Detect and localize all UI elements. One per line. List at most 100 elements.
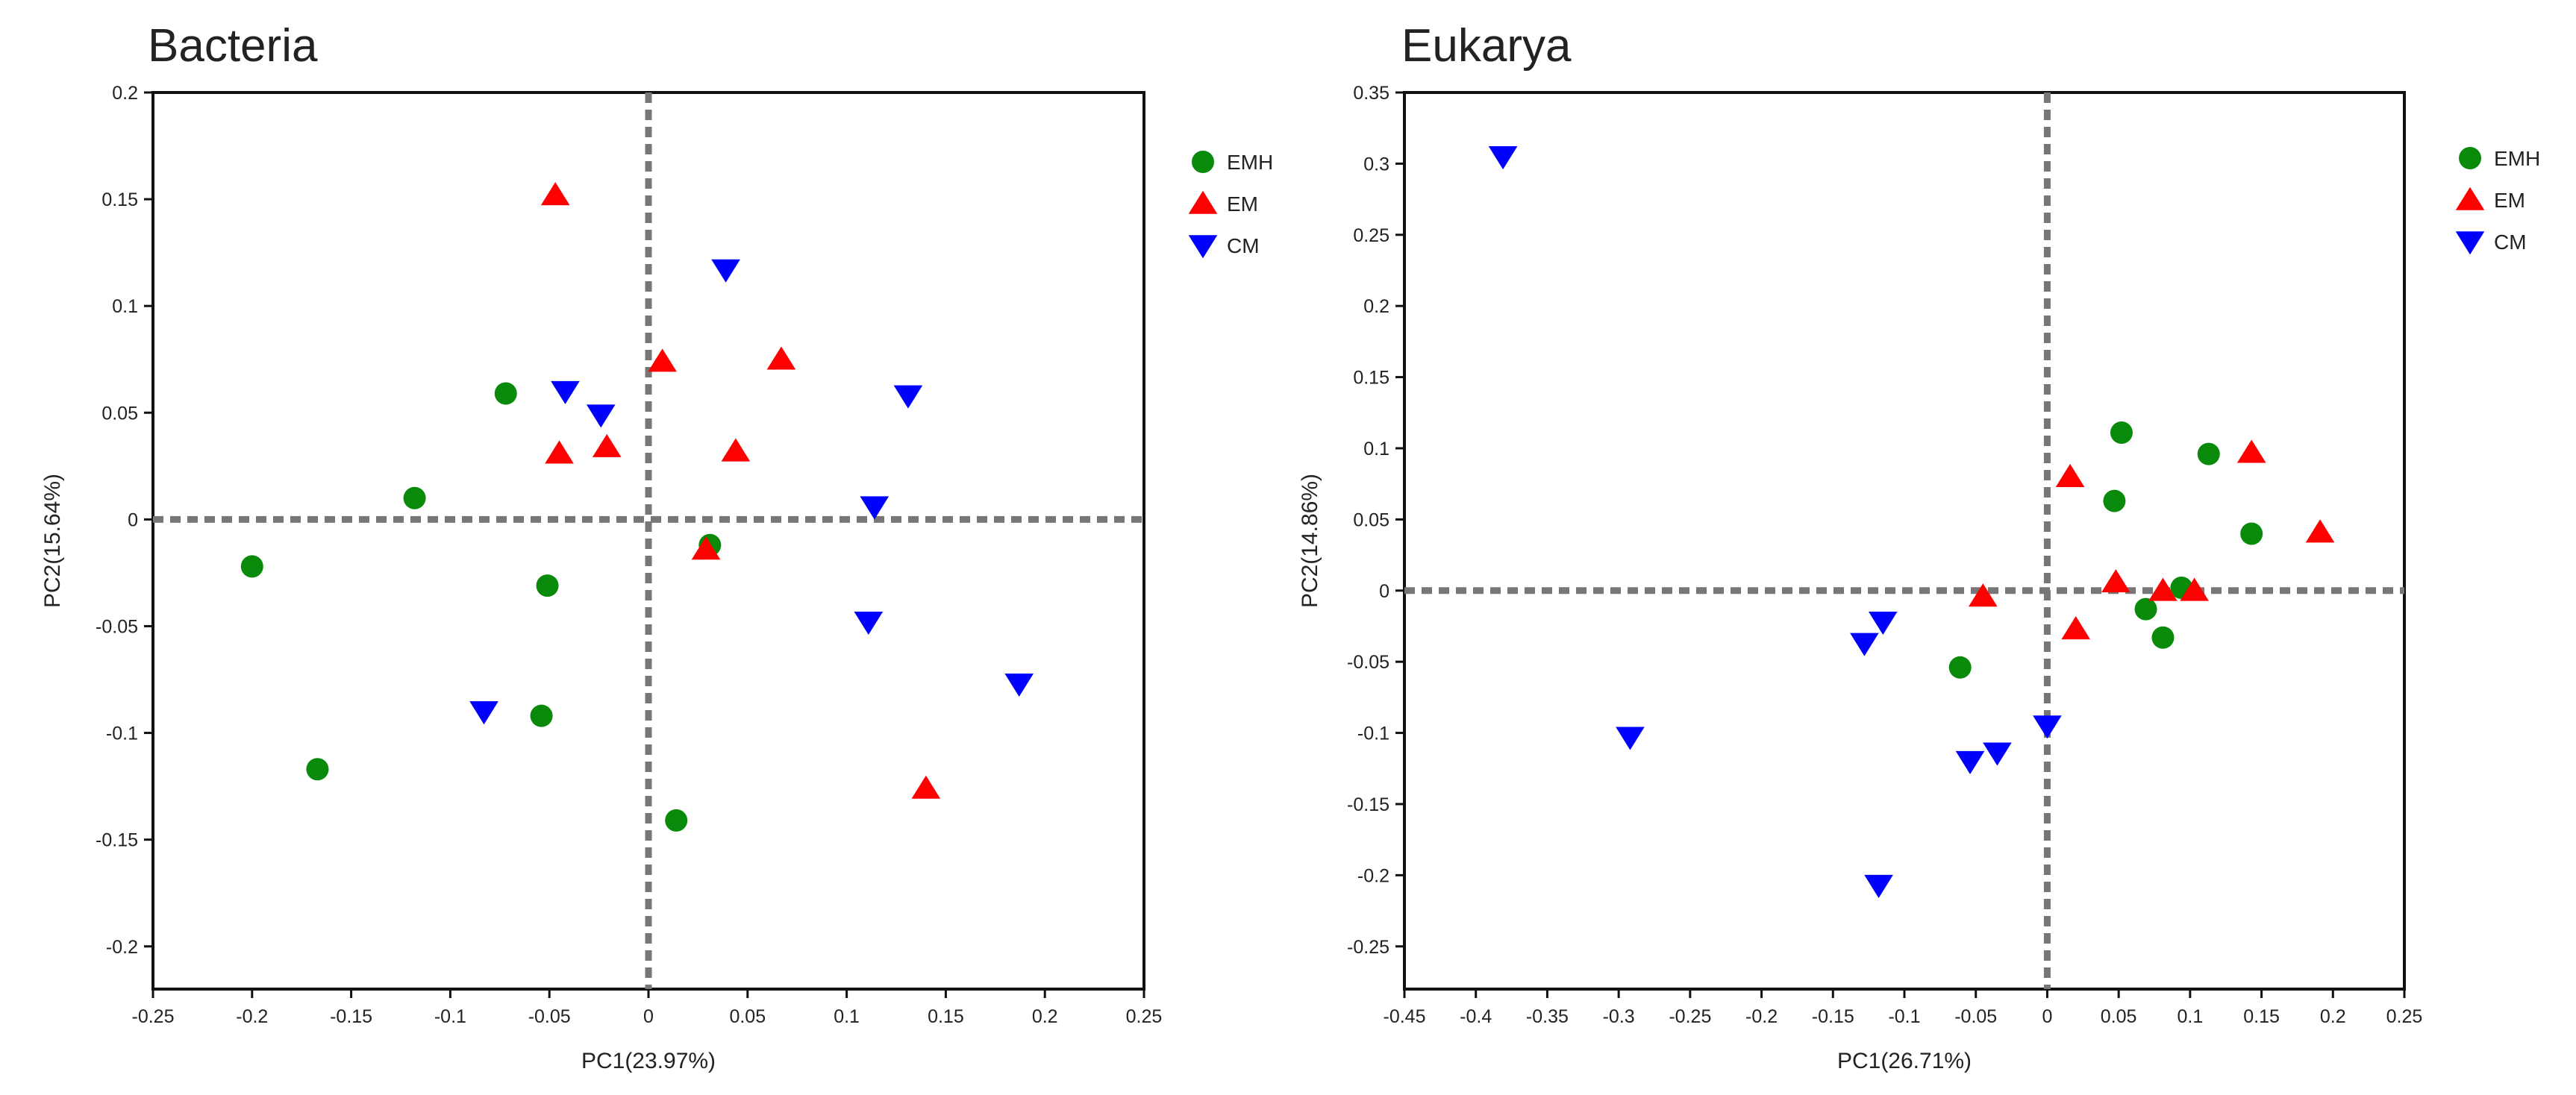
cm-data-point	[2033, 715, 2062, 739]
em-data-point	[766, 346, 796, 370]
cm-data-point	[1004, 673, 1034, 697]
emh-data-point	[2103, 489, 2126, 512]
x-tick-label: 0.2	[2320, 1006, 2346, 1027]
emh-data-point	[665, 809, 688, 832]
cm-data-point	[1616, 727, 1645, 750]
y-tick-label: 0.05	[101, 403, 138, 424]
cm-data-point	[469, 701, 498, 725]
em-data-point	[1968, 583, 1998, 607]
bacteria-chart-title: Bacteria	[148, 20, 318, 72]
em-legend-marker	[1188, 190, 1218, 214]
x-tick-label: -0.3	[1603, 1006, 1635, 1027]
y-tick-label: 0	[128, 509, 138, 530]
x-tick-label: 0.15	[2243, 1006, 2280, 1027]
emh-data-point	[2110, 421, 2133, 444]
em-data-point	[2305, 519, 2335, 543]
em-legend-marker	[2455, 186, 2485, 210]
cm-data-point	[1983, 742, 2012, 766]
x-tick-label: 0.15	[928, 1006, 964, 1027]
cm-data-point	[1850, 633, 1879, 656]
cm-data-point	[1868, 611, 1898, 636]
y-tick-label: -0.05	[1347, 652, 1389, 673]
eukarya-x-axis-label: PC1(26.71%)	[1837, 1049, 1972, 1073]
cm-data-point	[854, 611, 884, 636]
y-tick-label: 0.05	[1353, 509, 1389, 530]
y-tick-label: 0.2	[112, 83, 138, 104]
y-tick-label: -0.1	[106, 724, 138, 744]
em-data-point	[592, 433, 622, 457]
emh-data-point	[2240, 522, 2263, 545]
y-tick-label: 0.3	[1363, 154, 1389, 175]
em-data-point	[2180, 577, 2209, 601]
em-data-point	[2148, 577, 2178, 601]
eukarya-chart-title: Eukarya	[1401, 20, 1572, 72]
cm-data-point	[711, 259, 740, 283]
x-tick-label: 0.05	[729, 1006, 766, 1027]
y-tick-label: 0.2	[1363, 296, 1389, 317]
y-tick-label: -0.2	[1357, 865, 1389, 886]
eukarya-panel: Eukarya -0.45 -0.4 -0.35 -0.3 -0.25 -0.2 -0.15…	[1298, 20, 2540, 1073]
x-tick-label: -0.2	[1745, 1006, 1778, 1027]
cm-data-point	[586, 404, 616, 428]
eukarya-x-ticks: -0.45 -0.4 -0.35 -0.3 -0.25 -0.2 -0.15 -0.1 -0.0…	[1384, 989, 2422, 1027]
cm-data-point	[551, 380, 580, 404]
cm-data-point	[860, 496, 890, 520]
x-tick-label: -0.1	[434, 1006, 466, 1027]
cm-data-point	[893, 385, 923, 409]
y-tick-label: 0.1	[112, 296, 138, 317]
x-tick-label: -0.15	[330, 1006, 372, 1027]
x-tick-label: -0.4	[1460, 1006, 1492, 1027]
bacteria-x-axis-label: PC1(23.97%)	[581, 1049, 716, 1073]
emh-data-point	[2134, 597, 2157, 621]
cm-legend-marker	[2455, 231, 2485, 255]
y-tick-label: 0.15	[1353, 368, 1389, 389]
x-tick-label: -0.05	[1954, 1006, 1997, 1027]
em-data-point	[648, 348, 677, 372]
x-tick-label: -0.25	[132, 1006, 175, 1027]
em-legend-label: EM	[2494, 189, 2525, 212]
em-data-point	[545, 440, 574, 464]
emh-legend-marker	[1192, 151, 1214, 173]
x-tick-label: 0	[643, 1006, 654, 1027]
emh-data-point	[1948, 656, 1972, 679]
em-data-point	[2236, 439, 2266, 463]
bacteria-y-axis-label: PC2(15.64%)	[40, 474, 65, 608]
cm-legend-marker	[1188, 235, 1218, 259]
y-tick-label: -0.05	[96, 616, 138, 637]
y-tick-label: 0	[1379, 581, 1389, 602]
x-tick-label: -0.05	[528, 1006, 571, 1027]
emh-data-point	[403, 486, 426, 509]
cm-data-point	[1955, 750, 1985, 774]
em-legend-label: EM	[1227, 192, 1258, 216]
emh-legend-label: EMH	[1227, 151, 1273, 174]
eukarya-y-ticks: 0.35 0.3 0.25 0.2 0.15 0.1 0.05 0 -0.05 -0.1 -0.15…	[1347, 83, 1404, 958]
cm-data-point	[1864, 874, 1893, 898]
y-tick-label: 0.35	[1353, 83, 1389, 104]
bacteria-x-ticks: -0.25 -0.2 -0.15 -0.1 -0.05 0 0.05 0.1 0.15 0.2 0.…	[132, 989, 1162, 1027]
y-tick-label: 0.1	[1363, 439, 1389, 459]
bacteria-zero-lines	[153, 92, 1144, 989]
eukarya-legend: EMH EM CM	[2455, 147, 2540, 255]
x-tick-label: 0.2	[1032, 1006, 1058, 1027]
eukarya-data-points	[1488, 146, 2335, 898]
emh-legend-label: EMH	[2494, 147, 2540, 170]
emh-legend-marker	[2459, 147, 2481, 169]
emh-data-point	[494, 382, 517, 405]
x-tick-label: 0	[2042, 1006, 2052, 1027]
emh-data-point	[2197, 442, 2220, 465]
em-data-point	[2061, 616, 2091, 640]
x-tick-label: 0.1	[2177, 1006, 2203, 1027]
emh-data-point	[530, 704, 553, 727]
bacteria-data-points	[240, 182, 1034, 832]
y-tick-label: -0.2	[106, 937, 138, 958]
emh-data-point	[536, 574, 559, 597]
cm-legend-label: CM	[2494, 230, 2527, 254]
cm-data-point	[1488, 146, 1518, 170]
eukarya-zero-lines	[1404, 92, 2404, 989]
bacteria-legend: EMH EM CM	[1188, 151, 1273, 259]
x-tick-label: 0.1	[834, 1006, 860, 1027]
y-tick-label: 0.25	[1353, 225, 1389, 246]
em-data-point	[691, 536, 721, 560]
emh-data-point	[240, 555, 263, 578]
